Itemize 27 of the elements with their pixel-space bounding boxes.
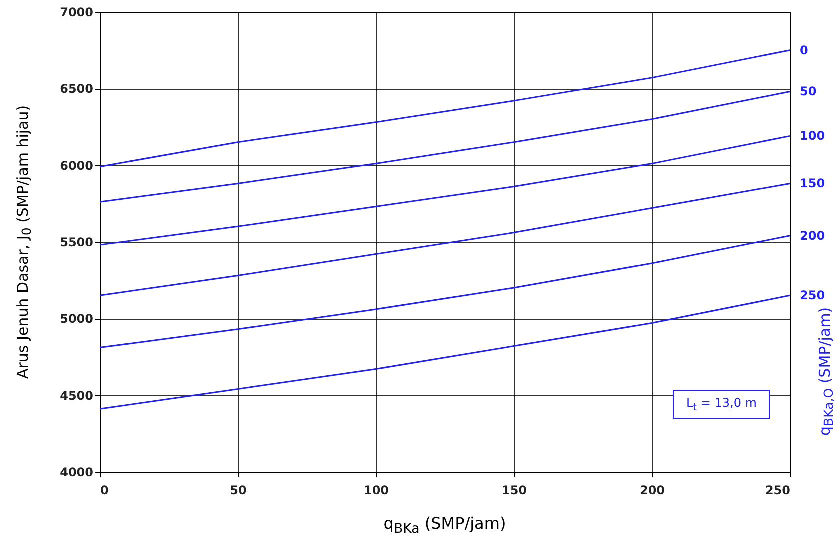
- line-series: [99, 294, 791, 410]
- y-tick-label: 4500: [60, 388, 94, 403]
- series-label: 150: [800, 176, 826, 191]
- x-tick-label: 50: [230, 484, 247, 498]
- series-label: 100: [800, 129, 826, 144]
- y-tick-label: 5500: [60, 236, 94, 250]
- x-tick-label: 150: [502, 484, 528, 498]
- series-label: 200: [800, 228, 826, 243]
- line-series: [99, 135, 791, 246]
- x-tick-label: 100: [364, 484, 390, 498]
- series-label: 0: [800, 43, 808, 58]
- line-series: [99, 90, 791, 203]
- x-axis-title: q$_{BKa}$ (SMP/jam): [382, 514, 508, 538]
- x-tick-label: 250: [765, 484, 790, 498]
- x-tick-label: 200: [640, 484, 666, 498]
- line-series: [99, 182, 791, 296]
- y-tick-label: 6000: [60, 158, 94, 173]
- y-tick-label: 5000: [60, 312, 94, 326]
- series-label: 250: [800, 288, 826, 303]
- y-tick-label: 7000: [60, 6, 94, 20]
- series-label: 50: [800, 84, 817, 99]
- line-series: [99, 235, 791, 349]
- line-series: [99, 50, 791, 168]
- annotation: L$_{t}$ = 13,0 m: [673, 390, 770, 420]
- y-tick-label: 4000: [60, 466, 94, 480]
- y-tick-label: 6500: [60, 82, 94, 96]
- x-tick-label: 0: [100, 484, 109, 498]
